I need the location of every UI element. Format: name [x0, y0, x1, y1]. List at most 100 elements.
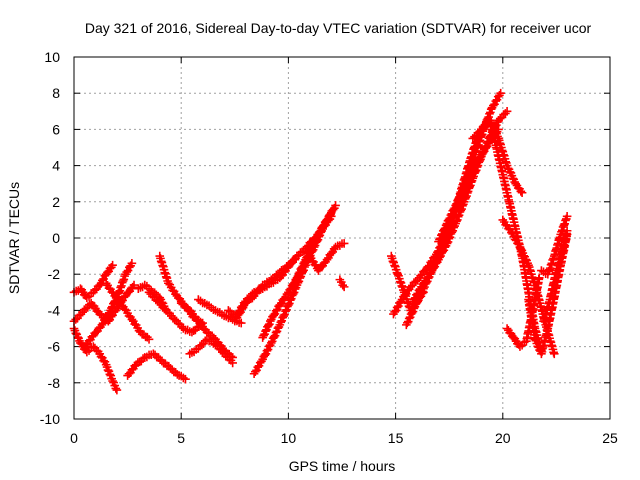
y-tick-label: -4 — [48, 302, 61, 318]
data-point — [468, 164, 478, 174]
data-point — [390, 307, 399, 317]
series-track-19 — [335, 275, 349, 292]
data-point — [251, 367, 260, 376]
data-point — [478, 148, 488, 157]
data-point — [502, 107, 512, 116]
data-point — [276, 318, 286, 327]
data-point — [412, 290, 421, 300]
data-point — [562, 226, 572, 236]
data-point — [442, 239, 452, 248]
data-point — [239, 298, 249, 308]
x-tick-label: 25 — [602, 430, 618, 446]
data-point — [562, 211, 572, 221]
data-point — [234, 307, 243, 317]
data-point — [322, 215, 332, 225]
data-point — [119, 275, 129, 284]
data-point — [262, 346, 272, 356]
data-point — [465, 170, 475, 180]
data-marks-layer — [69, 88, 572, 395]
data-point — [300, 257, 310, 267]
data-point — [331, 201, 340, 210]
data-point — [392, 303, 402, 312]
series-track-4 — [80, 259, 137, 351]
data-point — [236, 318, 246, 328]
data-point — [161, 306, 171, 315]
data-point — [105, 370, 115, 379]
data-point — [419, 278, 429, 287]
data-point — [491, 96, 501, 106]
data-point — [319, 221, 328, 231]
data-point — [560, 219, 570, 229]
data-point — [284, 300, 293, 310]
data-point — [545, 263, 555, 273]
data-point — [289, 280, 299, 290]
data-point — [339, 239, 349, 248]
y-tick-label: -2 — [48, 266, 61, 282]
series-track-17 — [288, 201, 340, 292]
y-tick-label: 6 — [52, 121, 60, 137]
series-track-24 — [434, 125, 503, 246]
data-point — [409, 294, 419, 304]
data-point — [269, 311, 278, 320]
y-tick-label: 2 — [52, 194, 60, 210]
data-point — [238, 301, 247, 311]
series-track-11 — [185, 335, 237, 368]
data-point — [325, 211, 334, 220]
data-point — [446, 210, 456, 220]
data-point — [122, 267, 132, 277]
data-point — [496, 88, 505, 98]
series-track-12 — [194, 295, 246, 328]
data-point — [228, 358, 237, 368]
data-point — [181, 374, 190, 384]
data-point — [439, 225, 449, 234]
y-axis-label: SDTVAR / TECUs — [6, 182, 22, 294]
x-axis-label: GPS time / hours — [289, 458, 396, 474]
data-point — [549, 349, 559, 359]
data-point — [456, 190, 465, 200]
series-track-6 — [123, 349, 190, 384]
data-point — [286, 295, 295, 305]
data-point — [534, 273, 544, 283]
data-point — [448, 226, 458, 236]
series-track-5 — [101, 278, 154, 344]
data-point — [264, 321, 273, 330]
data-point — [115, 286, 125, 296]
data-point — [421, 276, 430, 286]
data-point — [261, 326, 270, 336]
data-point — [460, 180, 470, 190]
y-tick-label: -6 — [48, 339, 61, 355]
data-point — [435, 253, 444, 262]
data-point — [324, 253, 333, 263]
data-point — [404, 314, 414, 323]
data-point — [457, 204, 466, 214]
data-point — [103, 365, 113, 375]
data-point — [271, 328, 281, 337]
data-point — [279, 294, 289, 303]
data-point — [129, 280, 139, 290]
data-point — [282, 305, 291, 315]
series-track-31 — [539, 226, 572, 326]
data-point — [444, 215, 454, 224]
series-track-8 — [134, 280, 171, 315]
y-tick-label: 8 — [52, 85, 60, 101]
data-point — [259, 331, 268, 340]
data-point — [445, 232, 455, 242]
data-point — [489, 101, 498, 110]
data-point — [402, 318, 412, 328]
series-track-18 — [305, 239, 349, 275]
data-point — [99, 274, 108, 284]
data-point — [452, 217, 461, 226]
data-point — [438, 247, 448, 256]
x-tick-label: 10 — [281, 430, 297, 446]
data-point — [279, 311, 288, 321]
data-point — [479, 146, 489, 156]
data-point — [444, 234, 454, 243]
data-point — [456, 206, 466, 215]
data-point — [454, 210, 464, 220]
data-point — [326, 249, 336, 258]
data-point — [447, 228, 457, 237]
data-point — [328, 247, 338, 257]
data-point — [269, 332, 279, 342]
data-point — [286, 294, 296, 303]
